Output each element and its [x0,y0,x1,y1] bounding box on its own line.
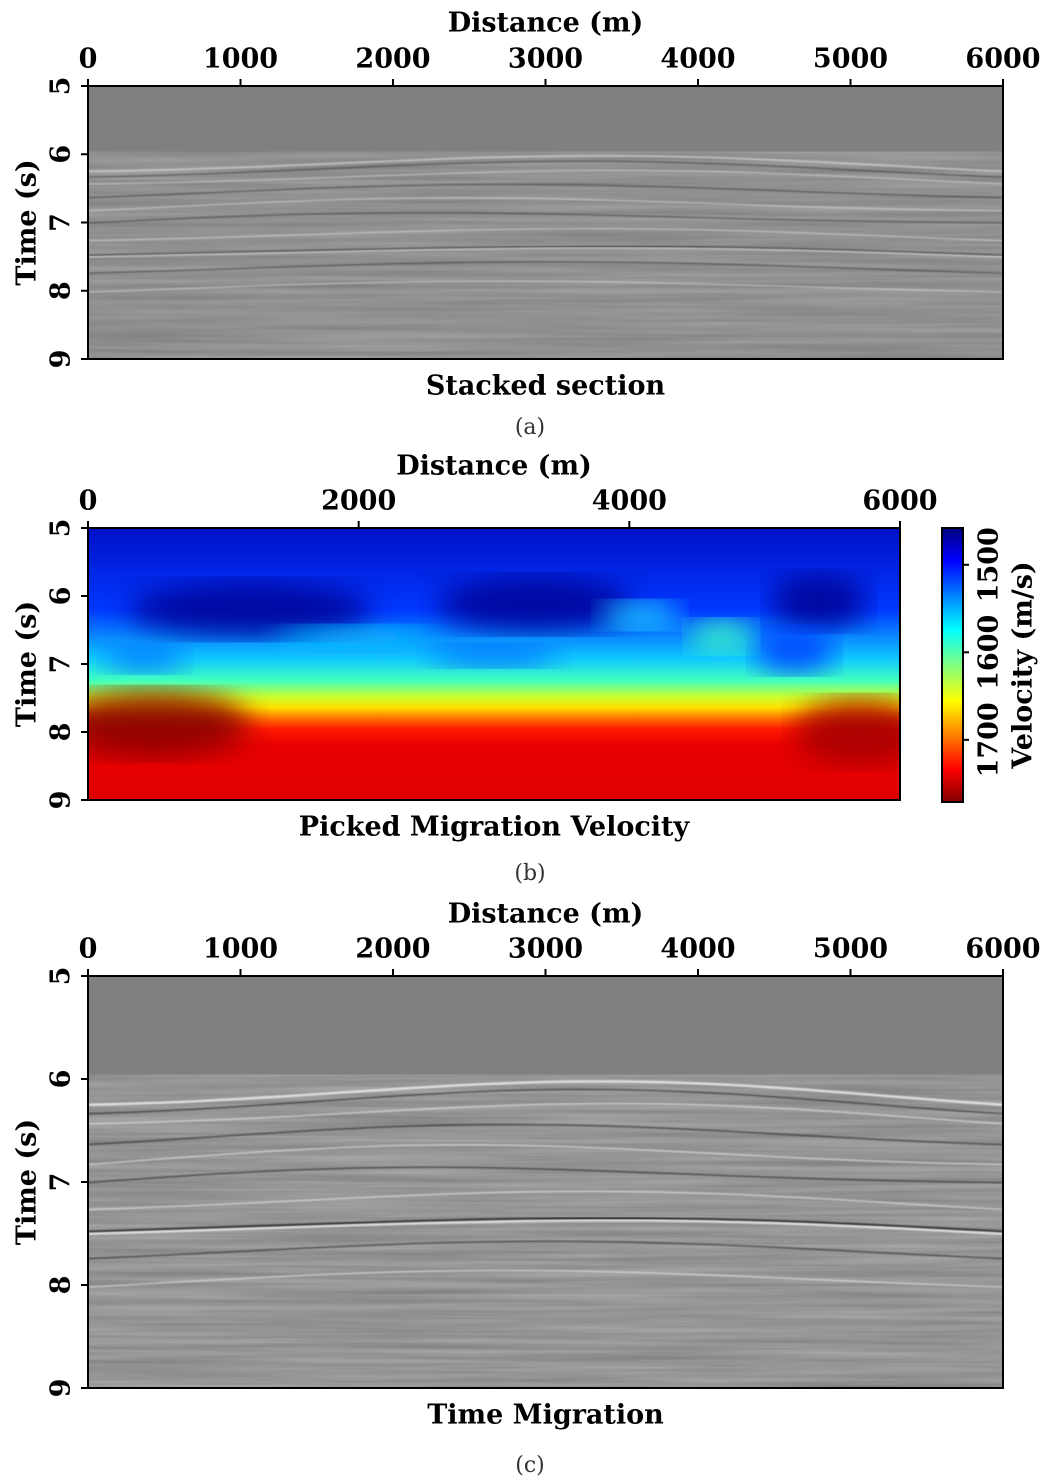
colorbar [941,527,964,803]
seismic-noise [88,151,1003,359]
y-axis-label: Time (s) [12,159,43,285]
y-tick-label: 6 [46,587,77,606]
y-tick-label: 8 [46,281,77,300]
panel-caption: (b) [514,861,545,886]
y-tick-label: 6 [46,145,77,164]
y-tick-label: 7 [46,1173,77,1192]
velocity-blob [437,576,633,632]
velocity-blob [770,574,868,629]
panel-caption: (a) [515,415,545,440]
reflector [88,183,1003,199]
reflector [88,1240,1003,1260]
reflector [88,212,1003,224]
panel-title: Picked Migration Velocity [299,812,691,843]
reflector [88,197,1003,212]
reflector [88,1269,1003,1288]
y-tick-label: 6 [46,1070,77,1089]
x-tick-label: 3000 [508,44,583,75]
image [88,528,900,800]
reflector [88,1103,1003,1125]
y-tick-label: 9 [46,791,77,810]
reflector [88,160,1003,178]
velocity-blob [753,628,836,673]
x-tick-label: 1000 [203,934,278,965]
reflector [88,1088,1003,1115]
x-tick-label: 5000 [813,44,888,75]
reflector [88,280,1003,293]
seismic-noise [88,1074,1003,1388]
panel-title: Stacked section [426,371,666,402]
velocity-blob [104,644,186,673]
reflector [88,261,1003,274]
x-tick-label: 2000 [355,934,430,965]
y-tick-label: 7 [46,655,77,674]
velocity-blob [688,620,754,654]
x-tick-label: 4000 [660,44,735,75]
y-tick-label: 8 [46,1276,77,1295]
x-tick-label: 5000 [813,934,888,965]
image [88,976,1003,1388]
reflector [88,228,1003,242]
x-tick-label: 3000 [508,934,583,965]
velocity-blob [429,644,559,667]
y-tick-label: 5 [46,519,77,538]
colorbar-tick-label: 1500 [974,527,1005,602]
image [88,86,1003,359]
x-tick-label: 4000 [592,486,667,517]
panel-caption: (c) [515,1453,545,1478]
reflector [88,247,1003,258]
velocity-blob [88,691,251,757]
y-tick-label: 9 [46,350,77,369]
x-tick-label: 0 [79,44,98,75]
colorbar-label: Velocity (m/s) [1008,561,1039,769]
reflector [88,245,1003,257]
x-axis-label: Distance (m) [448,899,644,930]
y-tick-label: 5 [46,77,77,96]
reflector [88,1144,1003,1165]
y-tick-label: 5 [46,967,77,986]
velocity-blob [599,601,681,629]
reflector [88,1080,1003,1106]
y-tick-label: 7 [46,213,77,232]
x-tick-label: 6000 [965,44,1040,75]
panel-title: Time Migration [427,1400,664,1431]
velocity-blob [274,625,438,648]
y-tick-label: 8 [46,723,77,742]
x-tick-label: 2000 [321,486,396,517]
x-tick-label: 0 [79,486,98,517]
x-tick-label: 0 [79,934,98,965]
reflector [88,1217,1003,1233]
y-axis-label: Time (s) [12,1119,43,1245]
x-tick-label: 4000 [660,934,735,965]
x-tick-label: 6000 [862,486,937,517]
colorbar-tick-label: 1600 [974,615,1005,690]
reflector [88,1219,1003,1235]
reflector [88,1124,1003,1145]
colorbar-tick-label: 1700 [974,702,1005,777]
x-axis-label: Distance (m) [396,451,592,482]
y-tick-label: 9 [46,1379,77,1398]
x-tick-label: 1000 [203,44,278,75]
x-tick-label: 6000 [965,934,1040,965]
y-axis-label: Time (s) [12,601,43,727]
reflector [88,1190,1003,1210]
reflector [88,170,1003,185]
velocity-blob [128,582,373,637]
reflector [88,155,1003,173]
reflector [88,1166,1003,1184]
x-tick-label: 2000 [355,44,430,75]
x-axis-label: Distance (m) [448,8,644,39]
velocity-blob [794,699,900,765]
